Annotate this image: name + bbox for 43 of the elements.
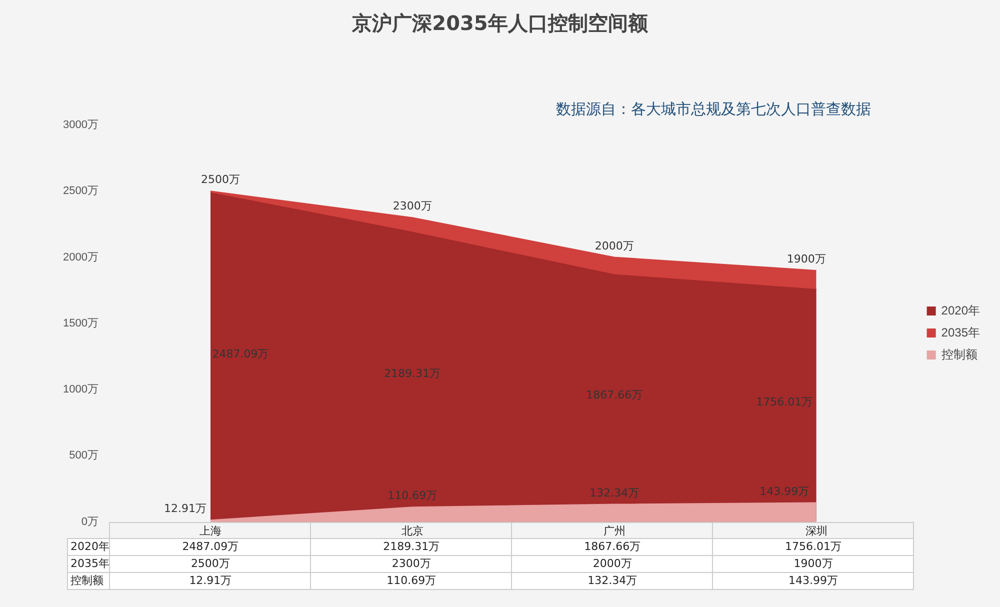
text: 1756.01万 — [756, 396, 813, 409]
text: 2300万 — [392, 200, 432, 213]
text: 2000万 — [594, 239, 634, 252]
data-label: 110.69万 — [310, 572, 512, 590]
text: 2500万 — [200, 173, 240, 186]
text: 数据源自：各大城市总规及第七次人口普查数据 — [556, 100, 871, 119]
x-tick-label: 上海 — [199, 524, 222, 538]
data-label: 1867.66万 — [512, 538, 713, 556]
text: 2189.31万 — [384, 367, 441, 380]
y-tick-label: 3000万 — [62, 119, 98, 132]
data-label: 2189.31万 — [310, 538, 512, 556]
legend-label: 2020年 — [941, 303, 980, 318]
data-label: 2300万 — [310, 555, 512, 572]
y-tick-label: 500万 — [69, 450, 98, 462]
data-label: 1756.01万 — [712, 538, 914, 556]
x-tick-label: 北京 — [401, 524, 424, 538]
data-label: 12.91万 — [110, 572, 311, 590]
legend-label: 控制额 — [941, 347, 978, 362]
text: 143.99万 — [760, 484, 810, 498]
legend-label: 2035年 — [941, 325, 980, 340]
text: 1900万 — [786, 252, 826, 266]
chart-title: 京沪广深2035年人口控制空间额 — [351, 10, 649, 37]
data-label: 2000万 — [512, 555, 713, 572]
y-tick-label: 0万 — [81, 516, 98, 528]
text: 2035年 — [70, 556, 110, 570]
x-tick-label: 广州 — [603, 524, 626, 538]
data-label: 2487.09万 — [110, 538, 311, 556]
y-tick-label: 1000万 — [62, 384, 98, 396]
y-tick-label: 2000万 — [62, 251, 98, 264]
data-label: 132.34万 — [512, 572, 713, 590]
text: 2020年 — [70, 540, 110, 553]
text: 1867.66万 — [586, 388, 643, 402]
y-tick-label: 1500万 — [62, 317, 98, 330]
text: 110.69万 — [388, 489, 438, 502]
text: 控制额 — [70, 574, 104, 587]
text: 2487.09万 — [212, 347, 269, 360]
text: 132.34万 — [590, 486, 640, 500]
data-label: 143.99万 — [712, 572, 914, 590]
x-tick-label: 深圳 — [805, 524, 828, 538]
data-label: 1900万 — [712, 555, 914, 572]
data-label: 2500万 — [110, 555, 311, 572]
text: 12.91万 — [164, 502, 206, 516]
y-tick-label: 2500万 — [62, 185, 98, 198]
